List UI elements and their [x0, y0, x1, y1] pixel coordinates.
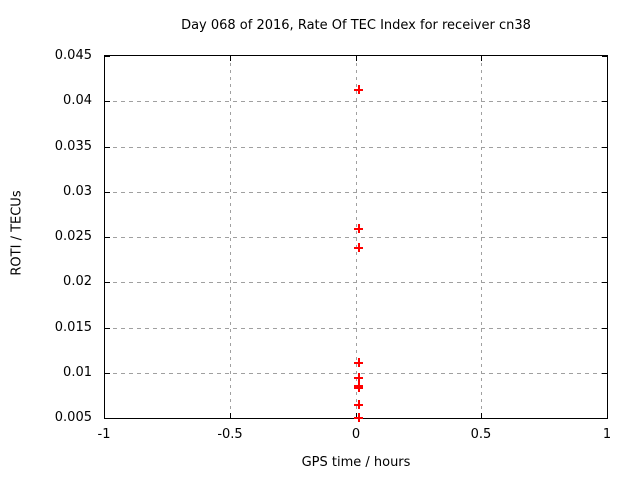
y-tick-label: 0.02 — [63, 274, 92, 289]
y-tick-mark-right — [602, 418, 607, 419]
x-tick-mark-bottom — [607, 413, 608, 418]
y-tick-label: 0.025 — [54, 229, 92, 244]
y-tick-label: 0.01 — [63, 365, 92, 380]
x-tick-mark-top — [481, 56, 482, 61]
y-axis-label: ROTI / TECUs — [9, 190, 25, 276]
chart-title: Day 068 of 2016, Rate Of TEC Index for r… — [181, 18, 531, 33]
y-tick-mark-left — [105, 373, 110, 374]
y-tick-mark-left — [105, 147, 110, 148]
x-tick-label: 0 — [351, 427, 361, 442]
data-point-marker — [354, 400, 363, 409]
x-gridline — [356, 56, 357, 418]
data-point-marker — [354, 85, 363, 94]
y-tick-label: 0.015 — [54, 320, 92, 335]
x-tick-mark-top — [230, 56, 231, 61]
y-tick-mark-left — [105, 282, 110, 283]
y-tick-label: 0.005 — [54, 410, 92, 425]
x-tick-label: -0.5 — [217, 427, 243, 442]
y-tick-mark-right — [602, 56, 607, 57]
y-tick-mark-right — [602, 101, 607, 102]
y-tick-mark-right — [602, 147, 607, 148]
y-tick-mark-left — [105, 418, 110, 419]
x-tick-mark-top — [356, 56, 357, 61]
x-tick-mark-bottom — [104, 413, 105, 418]
data-point-marker — [354, 373, 363, 382]
y-tick-mark-left — [105, 101, 110, 102]
data-point-marker — [354, 413, 363, 422]
y-tick-mark-right — [602, 282, 607, 283]
x-tick-label: 1 — [602, 427, 612, 442]
y-tick-label: 0.04 — [63, 93, 92, 108]
x-gridline — [230, 56, 231, 418]
x-gridline — [481, 56, 482, 418]
x-tick-label: 0.5 — [470, 427, 492, 442]
x-tick-mark-top — [104, 56, 105, 61]
data-point-marker — [354, 383, 363, 392]
data-point-marker — [354, 224, 363, 233]
data-point-marker — [354, 358, 363, 367]
y-tick-mark-right — [602, 373, 607, 374]
plot-area-border — [104, 55, 608, 419]
x-axis-label: GPS time / hours — [301, 455, 411, 470]
data-point-marker — [354, 243, 363, 252]
y-tick-mark-left — [105, 192, 110, 193]
x-tick-mark-bottom — [481, 413, 482, 418]
y-tick-mark-left — [105, 237, 110, 238]
x-tick-mark-bottom — [230, 413, 231, 418]
y-tick-mark-left — [105, 56, 110, 57]
y-tick-mark-right — [602, 237, 607, 238]
x-tick-mark-bottom — [356, 413, 357, 418]
y-tick-mark-left — [105, 328, 110, 329]
y-tick-label: 0.035 — [54, 139, 92, 154]
y-tick-mark-right — [602, 328, 607, 329]
y-tick-mark-right — [602, 192, 607, 193]
x-tick-label: -1 — [97, 427, 111, 442]
x-tick-mark-top — [607, 56, 608, 61]
y-tick-label: 0.045 — [54, 48, 92, 63]
y-tick-label: 0.03 — [63, 184, 92, 199]
